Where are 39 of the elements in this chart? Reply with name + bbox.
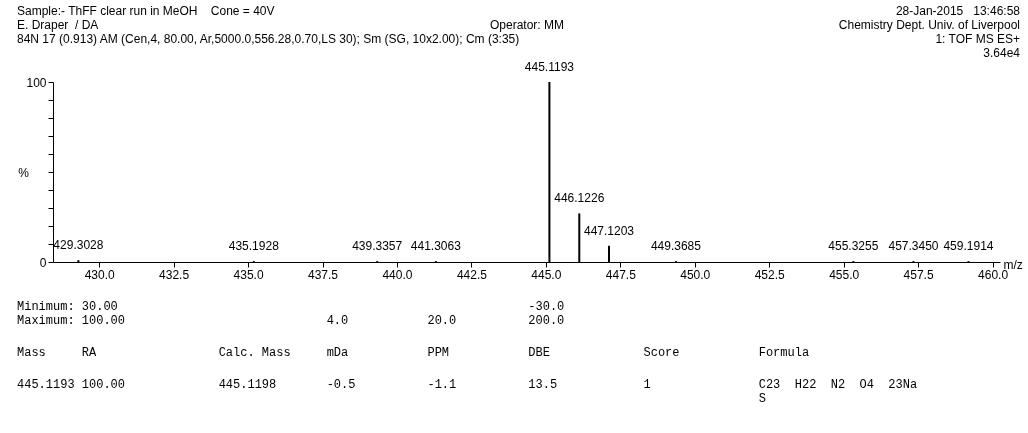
text: Minimum: 30.00 -30.0 bbox=[17, 300, 565, 314]
chart-title: Sample:- ThFF clear run in MeOH Cone = 40V bbox=[17, 4, 275, 18]
text: E. Draper / DA bbox=[17, 18, 99, 32]
annotation: 457.3450 bbox=[888, 239, 939, 254]
text: 84N 17 (0.913) AM (Cen,4, 80.00, Ar,5000.0,556.28,0.70,LS 30); Sm (SG, 10x2.00); Cm (3:35) bbox=[17, 32, 520, 46]
x-tick-label: 432.5 bbox=[159, 267, 190, 282]
text: Operator: MM bbox=[490, 18, 565, 32]
x-tick-label: 442.5 bbox=[456, 267, 488, 282]
x-tick-label: 452.5 bbox=[754, 267, 786, 282]
x-tick-label: 435.0 bbox=[233, 267, 264, 282]
annotation: 459.1914 bbox=[943, 239, 994, 254]
x-tick-label: 440.0 bbox=[382, 267, 413, 282]
text: 445.1193 100.00 445.1198 -0.5 -1.1 13.5 1 C23 H22 N2 O4 23Na bbox=[17, 378, 918, 392]
annotation: 446.1226 bbox=[554, 191, 605, 206]
x-tick-label: 450.0 bbox=[680, 267, 711, 282]
annotation: 455.3255 bbox=[828, 239, 879, 254]
x-tick-label: 457.5 bbox=[903, 267, 934, 282]
annotation: 441.3063 bbox=[410, 239, 462, 254]
annotation: 449.3685 bbox=[650, 239, 702, 254]
annotation: 435.1928 bbox=[228, 239, 280, 254]
x-tick-label: 437.5 bbox=[307, 267, 339, 282]
y-axis-title: % bbox=[18, 165, 30, 180]
x-tick-label: 430.0 bbox=[84, 267, 115, 282]
y-tick-label: 100 bbox=[26, 75, 47, 90]
x-tick-label: 455.0 bbox=[829, 267, 860, 282]
text: Mass RA Calc. Mass mDa PPM DBE Score Formula bbox=[17, 346, 810, 360]
text: Maximum: 100.00 4.0 20.0 200.0 bbox=[17, 314, 565, 328]
text: 1: TOF MS ES+ bbox=[935, 32, 1020, 46]
annotation: 429.3028 bbox=[53, 238, 104, 253]
text: Chemistry Dept. Univ. of Liverpool bbox=[838, 18, 1020, 32]
y-tick-label: 0 bbox=[39, 255, 47, 270]
annotation: 439.3357 bbox=[352, 239, 403, 254]
annotation: 447.1203 bbox=[583, 223, 635, 238]
text: S bbox=[757, 392, 766, 406]
text: 3.64e4 bbox=[983, 46, 1020, 60]
x-tick-label: 445.0 bbox=[531, 267, 562, 282]
text: 28-Jan-2015 13:46:58 bbox=[895, 4, 1020, 18]
annotation: 445.1193 bbox=[524, 60, 575, 74]
x-tick-label: 447.5 bbox=[605, 267, 637, 282]
